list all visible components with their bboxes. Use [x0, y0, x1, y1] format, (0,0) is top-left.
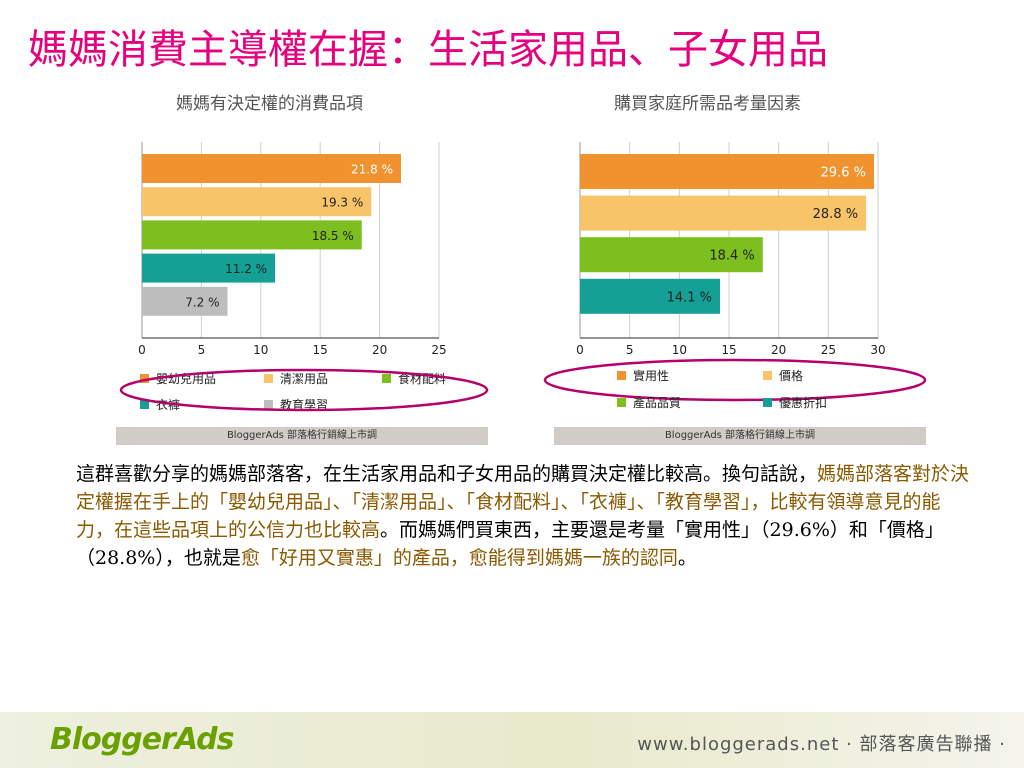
bar	[142, 154, 401, 183]
source-bar-1: BloggerAds 部落格行銷線上市調	[116, 427, 488, 445]
x-tick-label: 10	[253, 343, 268, 357]
bar	[142, 187, 372, 217]
legend-swatch	[140, 400, 149, 409]
body-paragraph: 這群喜歡分享的媽媽部落客，在生活家用品和子女用品的購買決定權比較高。換句話說，媽…	[76, 460, 976, 572]
legend-swatch	[617, 398, 626, 407]
bar-value-label: 28.8 %	[813, 207, 858, 222]
bloggerads-logo: BloggerAds	[50, 722, 234, 757]
bar-value-label: 18.4 %	[709, 249, 754, 264]
bar-value-label: 19.3 %	[321, 196, 363, 210]
source-bar-2: BloggerAds 部落格行銷線上市調	[554, 427, 926, 445]
bar-value-label: 14.1 %	[667, 290, 712, 305]
footer-banner: BloggerAds www.bloggerads.net · 部落客廣告聯播 …	[0, 712, 1024, 768]
bar	[142, 253, 276, 283]
legend-swatch	[763, 398, 772, 407]
legend-label: 實用性	[633, 368, 669, 383]
bar-value-label: 21.8 %	[351, 163, 393, 177]
legend-swatch	[140, 374, 149, 383]
legend-label: 清潔用品	[280, 372, 328, 386]
bar-value-label: 29.6 %	[821, 166, 866, 181]
legend-swatch	[264, 400, 273, 409]
bar-value-label: 18.5 %	[312, 229, 354, 243]
body-text-part-1: 這群喜歡分享的媽媽部落客，在生活家用品和子女用品的購買決定權比較高。換句話說，	[76, 463, 818, 485]
body-text-part-2: 。而媽媽們買東西，主要還是考量「實用性」（29.6%）和「價格」（28.8%），…	[76, 519, 944, 569]
bar-value-label: 7.2 %	[185, 295, 219, 309]
bar	[142, 220, 362, 250]
bar-value-label: 11.2 %	[225, 262, 267, 276]
legend-swatch	[617, 371, 626, 380]
chart2-purchase-factors: 0 5 10 15 20 25 30 29.6 % 28.8 % 18.4 % 14.1 % 實用性 價…	[543, 142, 927, 410]
legend-label: 產品品質	[633, 395, 681, 410]
bar	[580, 278, 721, 314]
legend-swatch	[264, 374, 273, 383]
x-tick-label: 15	[313, 343, 328, 357]
x-tick-label: 10	[672, 343, 687, 357]
bar	[580, 195, 867, 231]
slide-title: 媽媽消費主導權在握：生活家用品、子女用品	[28, 27, 828, 73]
legend-highlight-ellipse	[543, 358, 927, 402]
bar	[580, 237, 763, 273]
legend-swatch	[763, 371, 772, 380]
x-tick-label: 30	[870, 343, 885, 357]
body-text-part-3: 。	[677, 547, 697, 569]
x-tick-label: 20	[771, 343, 786, 357]
bar	[580, 154, 875, 189]
legend-label: 價格	[779, 368, 803, 383]
x-tick-label: 15	[721, 343, 736, 357]
x-tick-label: 25	[431, 343, 446, 357]
x-tick-label: 5	[626, 343, 634, 357]
legend-highlight-ellipse	[119, 368, 489, 412]
body-highlight-2: 愈「好用又實惠」的產品，愈能得到媽媽一族的認同	[240, 547, 678, 569]
footer-url: www.bloggerads.net · 部落客廣告聯播 ·	[637, 734, 1006, 755]
legend-label: 優惠折扣	[779, 395, 827, 410]
chart1-title: 媽媽有決定權的消費品項	[176, 94, 363, 114]
legend-label: 教育學習	[280, 397, 328, 412]
x-tick-label: 0	[576, 343, 584, 357]
x-tick-label: 0	[138, 343, 146, 357]
x-tick-label: 5	[198, 343, 206, 357]
x-tick-label: 20	[372, 343, 387, 357]
bar	[142, 286, 228, 316]
chart2-title: 購買家庭所需品考量因素	[614, 94, 801, 114]
legend-swatch	[382, 374, 391, 383]
x-tick-label: 25	[821, 343, 836, 357]
body-highlight-1: 媽媽部落客對於決定權握在手上的「嬰幼兒用品」、「清潔用品」、「食材配料」、「衣褲…	[76, 463, 970, 541]
